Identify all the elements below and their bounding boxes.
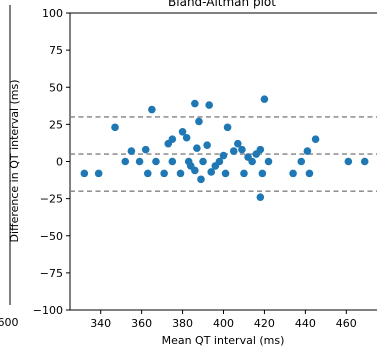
x-tick-label: 460 <box>336 317 357 330</box>
data-point <box>143 169 152 178</box>
data-point <box>152 157 160 166</box>
data-point <box>205 101 213 109</box>
data-point <box>305 169 314 178</box>
data-point <box>248 157 256 166</box>
data-point <box>238 145 246 154</box>
data-point <box>234 139 242 148</box>
x-tick-label: 420 <box>254 317 275 330</box>
data-point <box>223 123 232 132</box>
data-point <box>344 157 353 166</box>
x-tick-label: 400 <box>213 317 234 330</box>
data-point <box>207 168 216 176</box>
data-point <box>121 157 130 166</box>
data-point <box>219 151 228 160</box>
data-point <box>168 135 177 144</box>
y-axis-label: Difference in QT interval (ms) <box>8 79 21 242</box>
y-tick-label: 25 <box>49 118 63 131</box>
y-tick-label: 0 <box>56 156 63 169</box>
neighbor-tick-label: 600 <box>0 316 19 329</box>
data-point <box>135 157 144 166</box>
data-point <box>191 166 199 175</box>
data-point <box>240 169 248 178</box>
data-point <box>127 147 136 155</box>
x-tick-label: 340 <box>90 317 111 330</box>
data-point <box>197 175 205 184</box>
data-point <box>297 157 306 166</box>
data-point <box>80 169 89 178</box>
y-tick-label: 100 <box>42 7 63 20</box>
data-point <box>289 169 297 178</box>
data-point <box>111 123 119 132</box>
x-tick-label: 360 <box>131 317 152 330</box>
y-tick-label: −50 <box>40 230 63 243</box>
y-tick-label: −75 <box>40 267 63 280</box>
data-point <box>360 157 369 166</box>
data-point <box>311 135 320 144</box>
data-point <box>264 157 273 166</box>
data-point <box>256 145 265 154</box>
data-point <box>215 157 224 166</box>
x-axis-label: Mean QT interval (ms) <box>162 334 285 347</box>
chart-title: Bland-Altman plot <box>168 0 276 9</box>
x-tick-label: 380 <box>172 317 193 330</box>
y-tick-label: 50 <box>49 81 63 94</box>
data-point <box>176 169 185 178</box>
x-tick-label: 440 <box>295 317 316 330</box>
data-point <box>303 147 312 155</box>
data-point <box>229 147 238 155</box>
y-tick-label: 75 <box>49 44 63 57</box>
data-point <box>195 117 203 126</box>
data-point <box>182 133 191 142</box>
data-point <box>199 157 207 166</box>
data-point <box>141 145 150 154</box>
data-point <box>191 99 199 108</box>
data-point <box>148 105 156 114</box>
data-point <box>221 169 230 178</box>
y-tick-label: −100 <box>33 304 63 317</box>
data-point <box>258 169 267 178</box>
data-point <box>168 157 177 166</box>
data-point <box>160 169 168 178</box>
data-point <box>193 144 201 152</box>
data-point <box>203 141 211 149</box>
data-point <box>94 169 103 178</box>
y-tick-label: −25 <box>40 193 63 206</box>
data-point <box>260 95 269 103</box>
data-point <box>256 193 265 201</box>
plot-area: −100 −75 −50 −25 0 25 50 75 100 340 360 380 400 420 44… <box>33 7 377 330</box>
data-point <box>178 128 187 136</box>
